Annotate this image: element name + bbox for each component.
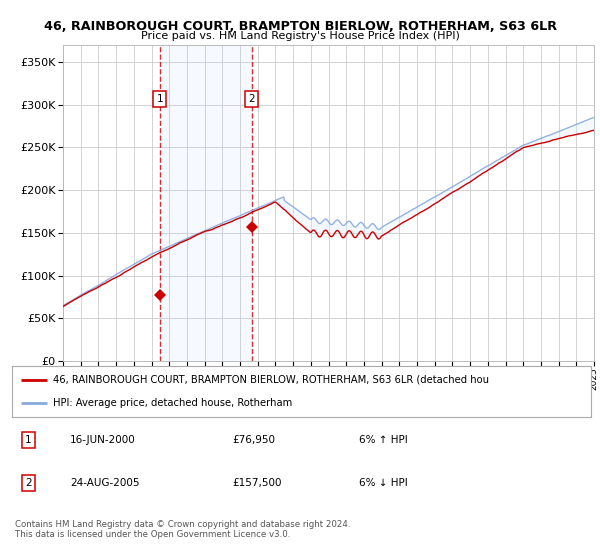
Text: 1: 1 [25, 435, 32, 445]
Text: 2: 2 [248, 94, 255, 104]
Text: 16-JUN-2000: 16-JUN-2000 [70, 435, 136, 445]
Text: 2: 2 [25, 478, 32, 488]
Text: 46, RAINBOROUGH COURT, BRAMPTON BIERLOW, ROTHERHAM, S63 6LR (detached hou: 46, RAINBOROUGH COURT, BRAMPTON BIERLOW,… [53, 375, 488, 385]
Text: Contains HM Land Registry data © Crown copyright and database right 2024.
This d: Contains HM Land Registry data © Crown c… [15, 520, 350, 539]
Text: £157,500: £157,500 [232, 478, 281, 488]
Text: HPI: Average price, detached house, Rotherham: HPI: Average price, detached house, Roth… [53, 398, 292, 408]
Text: 1: 1 [157, 94, 163, 104]
Text: 6% ↑ HPI: 6% ↑ HPI [359, 435, 408, 445]
Text: £76,950: £76,950 [232, 435, 275, 445]
Text: 46, RAINBOROUGH COURT, BRAMPTON BIERLOW, ROTHERHAM, S63 6LR: 46, RAINBOROUGH COURT, BRAMPTON BIERLOW,… [44, 20, 557, 33]
Text: 24-AUG-2005: 24-AUG-2005 [70, 478, 139, 488]
Text: Price paid vs. HM Land Registry's House Price Index (HPI): Price paid vs. HM Land Registry's House … [140, 31, 460, 41]
Text: 6% ↓ HPI: 6% ↓ HPI [359, 478, 408, 488]
Bar [160, 45, 251, 361]
